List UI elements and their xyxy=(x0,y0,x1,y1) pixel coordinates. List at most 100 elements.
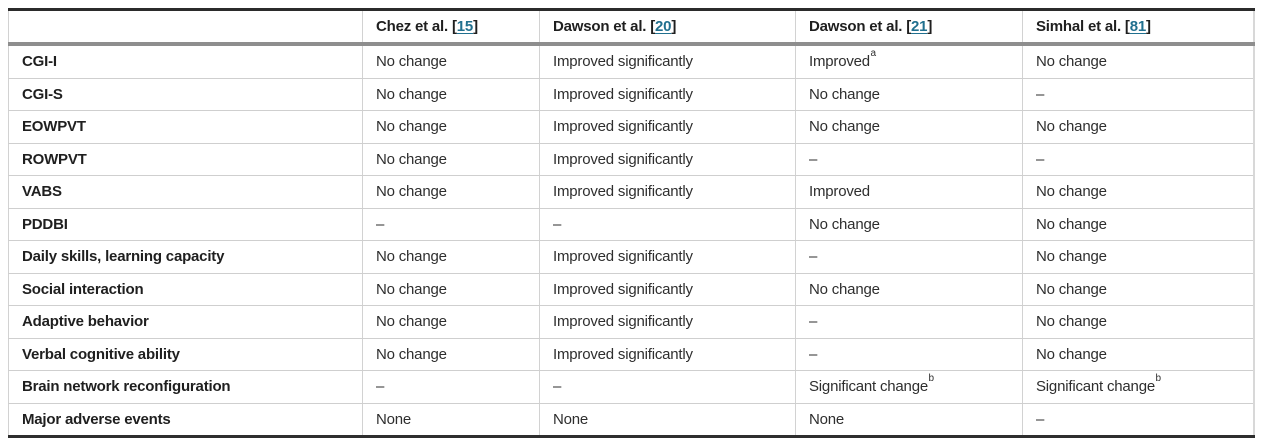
table-cell: Improved significantly xyxy=(539,78,796,111)
table-cell: – xyxy=(795,305,1023,339)
study-name: Dawson et al. xyxy=(809,18,903,35)
table-header: Chez et al. [15] Dawson et al. [20] Dawson… xyxy=(8,9,1254,46)
table-cell: No change xyxy=(362,338,540,371)
table-cell: No change xyxy=(795,208,1023,241)
table-row: PDDBI – – No change No change xyxy=(8,208,1254,241)
table-row: CGI-S No change Improved significantly No c… xyxy=(8,78,1254,111)
corner-header-cell xyxy=(8,9,363,46)
table-row: Brain network reconfiguration – – Significa… xyxy=(8,370,1254,404)
table-cell: Improveda xyxy=(795,44,1023,79)
citation-bracket-open: [ xyxy=(1120,18,1130,35)
table-cell: No change xyxy=(1022,240,1254,274)
footnote-marker: a xyxy=(870,47,876,59)
study-name: Chez et al. xyxy=(376,18,448,35)
row-label: Verbal cognitive ability xyxy=(8,338,363,371)
table-cell: – xyxy=(795,338,1023,371)
row-label: Brain network reconfiguration xyxy=(8,370,363,404)
citation-bracket-open: [ xyxy=(646,18,656,35)
citation-bracket-open: [ xyxy=(902,18,912,35)
table-cell: Improved significantly xyxy=(539,273,796,306)
table-cell: – xyxy=(362,370,540,404)
table-cell: No change xyxy=(362,240,540,274)
table-cell: No change xyxy=(1022,273,1254,306)
table-row: VABS No change Improved significantly Impro… xyxy=(8,175,1254,209)
table-cell: – xyxy=(795,240,1023,274)
column-header: Dawson et al. [20] xyxy=(539,9,796,46)
table-cell: Improved significantly xyxy=(539,143,796,176)
table-cell: No change xyxy=(795,110,1023,144)
row-label: EOWPVT xyxy=(8,110,363,144)
citation-link[interactable]: 15 xyxy=(456,18,474,35)
citation-link[interactable]: 21 xyxy=(911,18,928,35)
row-label: VABS xyxy=(8,175,363,209)
study-name: Dawson et al. xyxy=(553,18,647,35)
table-cell: No change xyxy=(362,44,540,79)
table-cell: Improved significantly xyxy=(539,338,796,371)
citation-link[interactable]: 20 xyxy=(655,18,672,35)
row-label: CGI-S xyxy=(8,78,363,111)
table-cell: Improved significantly xyxy=(539,175,796,209)
table-row: EOWPVT No change Improved significantly No … xyxy=(8,110,1254,144)
table-cell: No change xyxy=(362,78,540,111)
citation-bracket-close: ] xyxy=(671,18,677,35)
table-cell: Improved significantly xyxy=(539,305,796,339)
column-header: Simhal et al. [81] xyxy=(1022,9,1254,46)
table-cell: – xyxy=(795,143,1023,176)
citation-bracket-close: ] xyxy=(473,18,478,35)
results-table: Chez et al. [15] Dawson et al. [20] Dawson… xyxy=(8,8,1255,438)
table-row: Daily skills, learning capacity No change… xyxy=(8,240,1254,274)
cell-text: Improved xyxy=(809,53,870,71)
table-cell: No change xyxy=(1022,305,1254,339)
table-cell: – xyxy=(1022,143,1254,176)
table-cell: – xyxy=(539,370,796,404)
column-header: Dawson et al. [21] xyxy=(795,9,1023,46)
cell-text: Significant change xyxy=(1036,378,1155,396)
row-label: Adaptive behavior xyxy=(8,305,363,339)
table-cell: No change xyxy=(1022,44,1254,79)
column-header: Chez et al. [15] xyxy=(362,9,540,46)
header-row: Chez et al. [15] Dawson et al. [20] Dawson… xyxy=(8,9,1254,46)
table-cell: No change xyxy=(362,305,540,339)
table-cell: No change xyxy=(795,273,1023,306)
table-cell: No change xyxy=(1022,338,1254,371)
row-label: Social interaction xyxy=(8,273,363,306)
table-cell: None xyxy=(795,403,1023,437)
footnote-marker: b xyxy=(1155,372,1162,384)
table-cell: Improved xyxy=(795,175,1023,209)
row-label: CGI-I xyxy=(8,44,363,79)
table-row: CGI-I No change Improved significantly Impr… xyxy=(8,44,1254,79)
table-row: Social interaction No change Improved sign… xyxy=(8,273,1254,306)
table-cell: – xyxy=(362,208,540,241)
citation-bracket-close: ] xyxy=(1146,18,1151,35)
citation-bracket-close: ] xyxy=(927,18,933,35)
row-label: Major adverse events xyxy=(8,403,363,437)
study-name: Simhal et al. xyxy=(1036,18,1121,35)
citation-link[interactable]: 81 xyxy=(1129,18,1147,35)
table-cell: No change xyxy=(1022,110,1254,144)
table-cell: Significant changeb xyxy=(795,370,1023,404)
citation-bracket-open: [ xyxy=(448,18,457,35)
row-label: ROWPVT xyxy=(8,143,363,176)
table-body: CGI-I No change Improved significantly Impr… xyxy=(8,44,1254,437)
table-row: Major adverse events None None None – xyxy=(8,403,1254,437)
table-cell: None xyxy=(539,403,796,437)
footnote-marker: b xyxy=(928,372,935,384)
table-cell: – xyxy=(539,208,796,241)
table-cell: None xyxy=(362,403,540,437)
table-cell: No change xyxy=(1022,175,1254,209)
table-cell: Improved significantly xyxy=(539,110,796,144)
table-row: Verbal cognitive ability No change Improve… xyxy=(8,338,1254,371)
table-cell: No change xyxy=(795,78,1023,111)
table-cell: No change xyxy=(362,110,540,144)
table-cell: Improved significantly xyxy=(539,240,796,274)
table-row: ROWPVT No change Improved significantly – – xyxy=(8,143,1254,176)
table-cell: No change xyxy=(1022,208,1254,241)
row-label: Daily skills, learning capacity xyxy=(8,240,363,274)
table-cell: No change xyxy=(362,273,540,306)
row-label: PDDBI xyxy=(8,208,363,241)
table-cell: No change xyxy=(362,143,540,176)
cell-text: Significant change xyxy=(809,378,928,396)
table-row: Adaptive behavior No change Improved signi… xyxy=(8,305,1254,339)
table-cell: Improved significantly xyxy=(539,44,796,79)
